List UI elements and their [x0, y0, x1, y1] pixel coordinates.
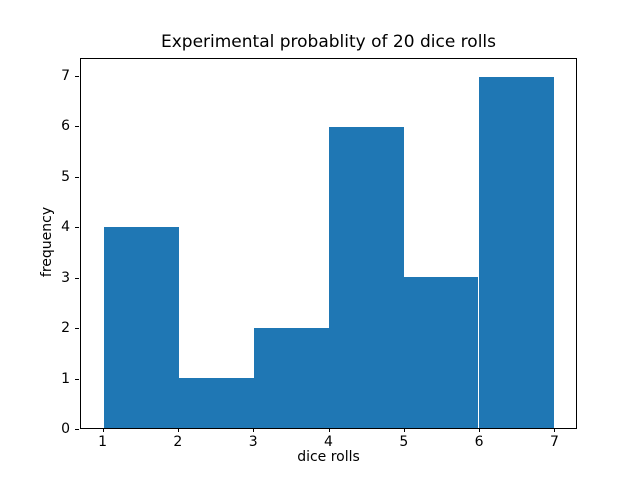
x-tick-mark: [479, 428, 481, 432]
histogram-bar: [478, 76, 554, 428]
x-tick-mark: [177, 428, 179, 432]
bars-layer: [81, 59, 576, 428]
x-tick-mark: [554, 428, 556, 432]
y-tick-label: 4: [61, 219, 70, 236]
y-tick-mark: [75, 429, 79, 430]
x-tick-label: 3: [248, 434, 258, 450]
x-tick-label: 1: [98, 434, 108, 450]
y-tick-mark: [75, 126, 79, 128]
x-tick-mark: [253, 428, 255, 432]
x-tick-label: 4: [324, 434, 333, 450]
x-axis-tick-labels: 1 2 3 4 5 6 7: [80, 434, 577, 452]
histogram-bar: [178, 377, 254, 428]
histogram-bar: [103, 227, 179, 428]
y-tick-label: 5: [61, 168, 70, 185]
y-axis-tick-labels: 0 1 2 3 4 5 6 7: [0, 58, 70, 437]
y-tick-mark: [75, 328, 79, 330]
y-tick-mark: [75, 378, 79, 380]
x-tick-mark: [403, 428, 405, 432]
histogram-bar: [328, 126, 404, 428]
y-tick-label: 0: [61, 421, 70, 437]
x-tick-mark: [102, 428, 104, 432]
y-tick-label: 3: [61, 269, 70, 286]
histogram-bar: [403, 277, 479, 428]
y-tick-mark: [75, 75, 79, 77]
y-tick-mark: [75, 176, 79, 178]
x-tick-label: 5: [399, 434, 409, 450]
y-axis-label: frequency: [39, 206, 55, 278]
histogram-bar: [253, 327, 329, 428]
y-tick-mark: [75, 227, 79, 229]
plot-area: [80, 58, 577, 429]
y-tick-label: 2: [61, 320, 70, 337]
chart-title: Experimental probablity of 20 dice rolls: [160, 32, 497, 52]
y-tick-label: 6: [61, 118, 70, 135]
y-axis-tick-marks: [75, 58, 80, 430]
y-tick-mark: [75, 277, 79, 279]
y-tick-label: 1: [61, 370, 70, 387]
x-axis-label: dice rolls: [297, 449, 360, 465]
x-tick-label: 6: [474, 434, 484, 450]
y-tick-label: 7: [61, 67, 70, 84]
x-tick-mark: [328, 428, 330, 432]
x-axis-tick-marks: [80, 428, 577, 433]
x-tick-label: 2: [173, 434, 183, 450]
x-tick-label: 7: [549, 434, 559, 450]
